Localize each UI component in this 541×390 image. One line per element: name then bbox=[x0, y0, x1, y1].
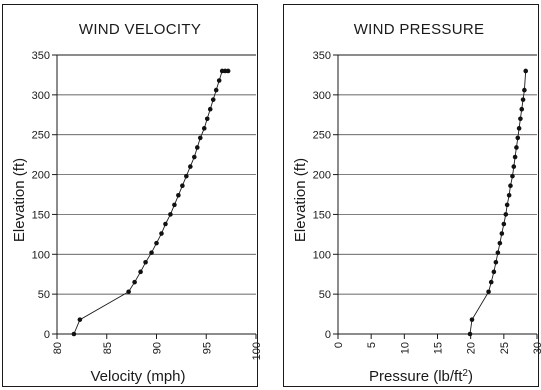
x-tick-label: 0 bbox=[333, 342, 345, 348]
data-point bbox=[469, 317, 475, 322]
data-point bbox=[491, 269, 497, 275]
x-tick-label: 85 bbox=[102, 342, 114, 354]
data-point bbox=[488, 279, 494, 285]
data-point bbox=[194, 145, 200, 150]
data-point bbox=[168, 212, 173, 217]
data-point bbox=[154, 240, 159, 246]
data-point bbox=[176, 192, 181, 198]
data-point bbox=[515, 135, 521, 141]
y-tick-label: 100 bbox=[32, 249, 50, 261]
x-axis-title: Pressure (lb/ft2) bbox=[369, 368, 473, 386]
data-point bbox=[504, 202, 510, 208]
data-point bbox=[510, 173, 515, 179]
data-point bbox=[132, 279, 137, 285]
data-point bbox=[512, 154, 518, 160]
data-point bbox=[497, 240, 503, 246]
y-tick-label: 50 bbox=[319, 289, 331, 301]
x-tick-label: 25 bbox=[499, 342, 511, 354]
data-point bbox=[503, 212, 509, 217]
data-point bbox=[514, 145, 519, 150]
data-point bbox=[159, 231, 164, 236]
data-point bbox=[138, 269, 143, 275]
data-point bbox=[210, 97, 216, 102]
data-point bbox=[523, 68, 529, 74]
y-tick-label: 250 bbox=[32, 130, 50, 142]
data-point bbox=[499, 231, 505, 236]
data-point bbox=[149, 250, 154, 255]
data-point bbox=[204, 116, 210, 122]
y-tick-label: 350 bbox=[313, 50, 331, 62]
data-point bbox=[180, 183, 185, 189]
data-point bbox=[197, 135, 203, 141]
y-tick-label: 300 bbox=[32, 90, 50, 102]
y-axis-title: Elevation (ft) bbox=[292, 158, 309, 242]
x-tick-label: 15 bbox=[433, 342, 445, 354]
data-point bbox=[225, 68, 231, 74]
data-point bbox=[508, 183, 513, 189]
data-point bbox=[216, 78, 222, 83]
y-tick-label: 200 bbox=[313, 170, 331, 182]
y-tick-label: 0 bbox=[44, 329, 50, 341]
data-point bbox=[495, 250, 501, 255]
data-point bbox=[522, 87, 527, 93]
chart-title: WIND PRESSURE bbox=[354, 21, 485, 38]
data-point bbox=[126, 289, 131, 295]
data-point bbox=[467, 331, 473, 337]
x-tick-label: 90 bbox=[152, 342, 164, 354]
data-point bbox=[518, 116, 523, 122]
data-point bbox=[192, 154, 197, 160]
x-tick-label: 95 bbox=[201, 342, 213, 354]
data-point bbox=[516, 126, 522, 131]
wind-velocity-chart: WIND VELOCITY Velocity (mph) Elevation (… bbox=[11, 21, 263, 385]
data-point bbox=[163, 221, 168, 227]
data-point bbox=[501, 221, 507, 227]
x-tick-label: 100 bbox=[251, 342, 263, 360]
data-point bbox=[506, 192, 512, 198]
data-point bbox=[71, 331, 77, 337]
chart-title: WIND VELOCITY bbox=[79, 21, 201, 38]
data-point bbox=[143, 259, 148, 265]
x-tick-label: 5 bbox=[366, 342, 378, 348]
y-tick-label: 300 bbox=[313, 90, 331, 102]
data-point bbox=[520, 97, 526, 102]
wind-pressure-panel: WIND PRESSURE Pressure (lb/ft2) Elevatio… bbox=[283, 4, 541, 387]
data-point bbox=[493, 259, 499, 265]
y-tick-label: 100 bbox=[313, 249, 331, 261]
y-tick-label: 150 bbox=[313, 209, 331, 221]
wind-velocity-panel: WIND VELOCITY Velocity (mph) Elevation (… bbox=[2, 4, 263, 387]
y-tick-label: 50 bbox=[38, 289, 50, 301]
y-tick-label: 250 bbox=[313, 130, 331, 142]
data-point bbox=[184, 173, 189, 179]
x-axis-title-close: ) bbox=[468, 368, 473, 385]
x-tick-label: 10 bbox=[399, 342, 411, 354]
data-point bbox=[486, 289, 491, 295]
data-point bbox=[511, 164, 517, 169]
data-point bbox=[519, 106, 525, 112]
x-tick-label: 20 bbox=[466, 342, 478, 354]
data-point bbox=[77, 317, 83, 322]
x-axis-title-main: Pressure (lb/ft bbox=[369, 368, 463, 385]
x-tick-label: 30 bbox=[532, 342, 541, 354]
x-axis-title: Velocity (mph) bbox=[90, 368, 185, 385]
wind-pressure-chart: WIND PRESSURE Pressure (lb/ft2) Elevatio… bbox=[292, 21, 541, 386]
data-point bbox=[207, 106, 213, 112]
x-axis-title-superscript: 2 bbox=[462, 368, 468, 379]
data-point bbox=[213, 87, 219, 93]
data-point bbox=[201, 126, 207, 131]
data-point bbox=[172, 202, 177, 208]
y-tick-label: 150 bbox=[32, 209, 50, 221]
y-tick-label: 0 bbox=[325, 329, 331, 341]
y-tick-label: 200 bbox=[32, 170, 50, 182]
y-tick-label: 350 bbox=[32, 50, 50, 62]
y-axis-title: Elevation (ft) bbox=[11, 158, 28, 242]
series-line bbox=[73, 70, 229, 335]
series-line bbox=[469, 70, 527, 335]
x-tick-label: 80 bbox=[52, 342, 64, 354]
data-point bbox=[188, 164, 193, 169]
